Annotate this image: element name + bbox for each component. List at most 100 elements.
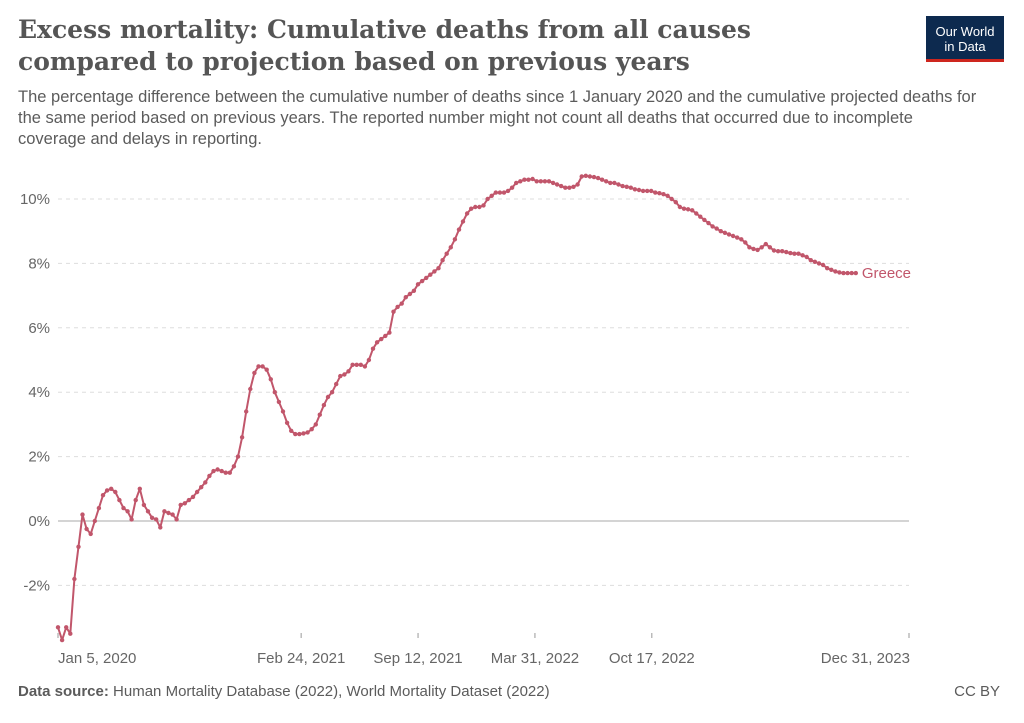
data-point [747, 245, 752, 250]
data-point [505, 188, 511, 194]
y-tick-label: 0% [28, 513, 50, 530]
data-point [452, 237, 458, 242]
data-point [301, 431, 306, 436]
data-point [313, 422, 318, 427]
data-point [162, 509, 167, 514]
data-point [354, 362, 359, 367]
data-point [194, 489, 200, 495]
data-point [117, 497, 122, 503]
data-point [825, 266, 830, 271]
data-point [100, 493, 106, 498]
data-point [608, 180, 613, 186]
data-point [133, 497, 138, 503]
data-point [640, 188, 646, 194]
data-point [239, 435, 245, 440]
data-point [419, 278, 425, 284]
data-point [154, 517, 159, 522]
data-point [493, 190, 498, 195]
data-point [248, 386, 253, 392]
data-point [199, 485, 204, 490]
series-line [57, 174, 856, 642]
data-point [690, 208, 695, 213]
data-point [853, 270, 858, 276]
data-point [841, 270, 846, 276]
data-point [735, 235, 740, 240]
data-point [92, 518, 98, 524]
data-point [63, 625, 69, 630]
data-point [244, 409, 249, 414]
data-point [575, 182, 580, 187]
data-point [685, 207, 691, 212]
data-point [346, 369, 351, 374]
data-point [235, 454, 241, 459]
data-point [444, 251, 449, 256]
data-point [497, 190, 503, 195]
data-point [550, 180, 556, 186]
data-point [59, 637, 65, 643]
data-point [104, 488, 110, 493]
data-point [477, 204, 482, 210]
y-axis: -2% 0% 2% 4% 6% 8% 10% [20, 191, 50, 594]
data-point [113, 489, 118, 495]
data-source-text[interactable]: Human Mortality Database (2022), World M… [113, 683, 550, 700]
data-point [411, 288, 417, 293]
data-point [767, 245, 773, 250]
x-tick-label: Mar 31, 2022 [491, 650, 579, 667]
data-point [424, 275, 429, 281]
data-point [383, 333, 388, 339]
data-point [559, 183, 564, 189]
series-label-greece[interactable]: Greece [862, 265, 911, 282]
data-point [321, 402, 327, 408]
data-point [121, 505, 126, 511]
data-point [379, 336, 384, 342]
data-point [178, 502, 183, 508]
grid-lines [58, 198, 909, 586]
data-point [460, 219, 466, 224]
data-point [730, 233, 736, 239]
data-point [796, 251, 801, 256]
data-point [309, 427, 314, 432]
data-point [260, 364, 265, 369]
owid-logo[interactable]: Our World in Data [926, 16, 1004, 62]
data-point [514, 180, 519, 186]
license-link[interactable]: CC BY [954, 683, 1000, 700]
data-point [366, 357, 372, 363]
data-point [489, 193, 494, 198]
x-tick-label: Dec 31, 2023 [821, 650, 910, 667]
data-point [264, 367, 269, 372]
data-point [96, 505, 102, 511]
data-point [800, 253, 805, 258]
data-point [280, 409, 286, 414]
y-tick-label: 4% [28, 384, 50, 401]
series-greece[interactable] [55, 173, 858, 643]
data-point [203, 480, 208, 485]
data-point [342, 372, 347, 377]
data-point [272, 390, 277, 395]
data-point [522, 177, 527, 182]
data-point [812, 259, 818, 264]
data-point [616, 182, 621, 187]
data-point [567, 185, 572, 190]
data-point [219, 468, 224, 474]
data-point [632, 187, 638, 192]
data-point [554, 182, 560, 187]
data-point [76, 544, 81, 549]
data-point [436, 266, 441, 271]
data-point [775, 249, 781, 254]
y-tick-label: 6% [28, 320, 50, 337]
data-point [137, 486, 142, 491]
data-point [407, 291, 413, 297]
data-point [612, 180, 617, 186]
data-point [698, 214, 703, 219]
data-point [256, 364, 261, 369]
data-point [501, 190, 507, 195]
data-point [653, 190, 658, 195]
data-point [751, 246, 756, 252]
x-tick-label: Sep 12, 2021 [373, 650, 462, 667]
data-point [403, 295, 408, 300]
chart-subtitle: The percentage difference between the cu… [18, 88, 977, 148]
data-point [362, 364, 368, 369]
logo-line-1: Our World [935, 24, 995, 39]
data-point [223, 470, 228, 475]
data-point [149, 515, 155, 520]
